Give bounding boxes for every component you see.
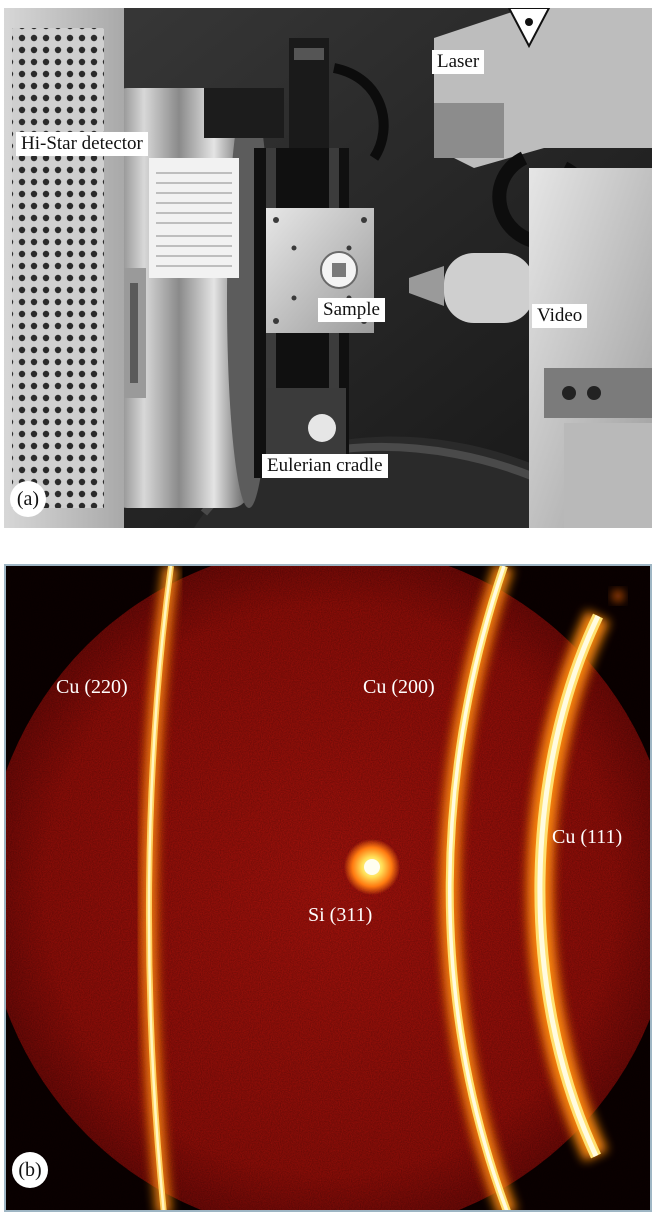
panel-letter-a: (a)	[10, 481, 46, 517]
label-cu-200: Cu (200)	[363, 676, 435, 698]
spot-si-311	[344, 839, 400, 895]
label-cu-111: Cu (111)	[552, 826, 623, 848]
video-camera	[444, 253, 534, 323]
laser-warning-icon	[507, 8, 551, 49]
diffractometer-photo: Hi-Star detector Laser Sample Video Eule…	[4, 8, 652, 528]
diffraction-drawing	[6, 566, 650, 1210]
label-video: Video	[532, 304, 588, 328]
diffractometer-photo-drawing	[4, 8, 652, 528]
label-hi-star-detector: Hi-Star detector	[16, 132, 148, 156]
detector-warning-sticker	[149, 158, 239, 278]
panel-letter-b: (b)	[12, 1152, 48, 1188]
diffraction-image: Cu (220) Cu (200) Cu (111) Si (311) (b)	[4, 564, 652, 1212]
label-sample: Sample	[318, 298, 385, 322]
label-cu-220: Cu (220)	[56, 676, 128, 698]
ring-cu-200	[439, 566, 518, 1210]
label-laser: Laser	[432, 50, 485, 74]
ring-cu-111	[527, 591, 623, 1162]
noise-texture	[6, 566, 650, 1210]
label-si-311: Si (311)	[308, 904, 373, 926]
label-eulerian-cradle: Eulerian cradle	[262, 454, 388, 478]
perforated-grille	[12, 28, 104, 508]
ring-cu-220	[140, 566, 179, 1210]
